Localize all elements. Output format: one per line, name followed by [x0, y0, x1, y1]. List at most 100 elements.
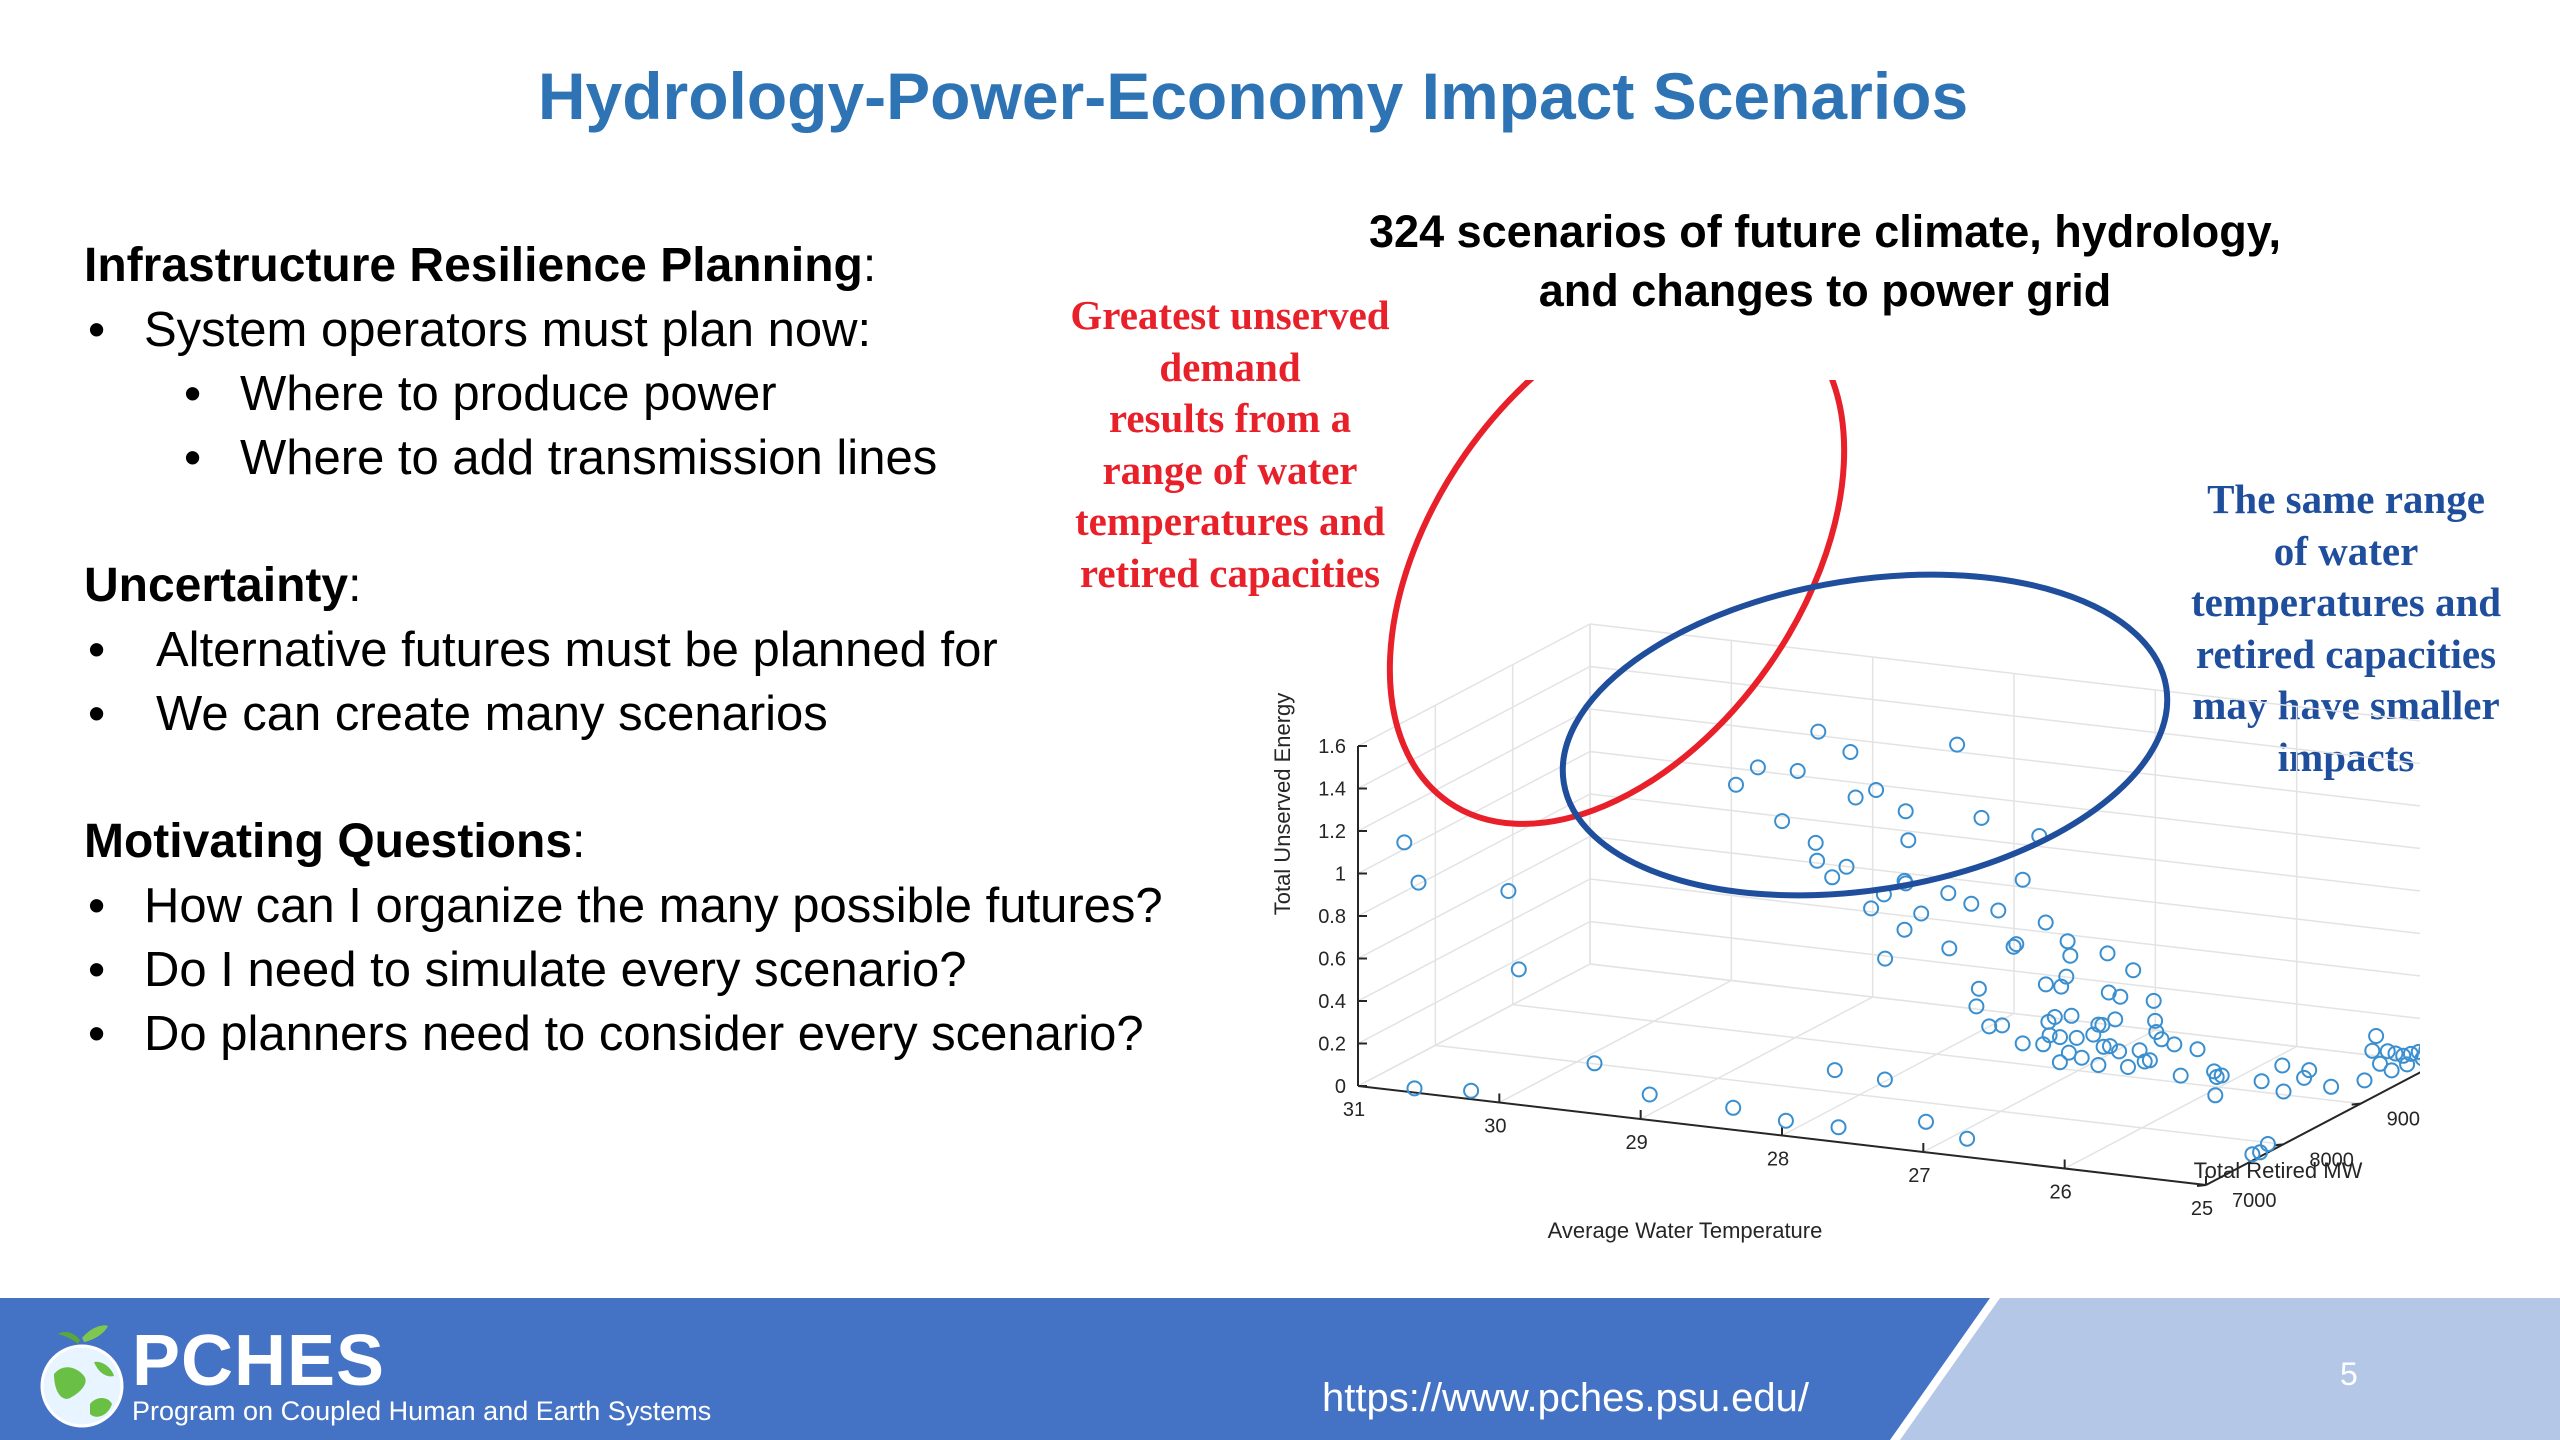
data-point — [2051, 1054, 2068, 1071]
data-point — [2207, 1087, 2224, 1104]
data-point — [2399, 1056, 2416, 1073]
data-point — [2395, 1047, 2412, 1064]
data-point — [1990, 902, 2007, 919]
chart-highlights — [1386, 380, 2171, 899]
data-point — [2035, 1036, 2052, 1053]
grid-line — [1640, 996, 1874, 1120]
data-point — [2364, 1042, 2381, 1059]
section-heading-colon: : — [572, 815, 586, 868]
z-tick-label: 0 — [1335, 1076, 1346, 1098]
data-point — [2147, 1012, 2164, 1029]
chart-labels: 313029282726257000800090001000000.20.40.… — [1270, 693, 2420, 1243]
x-tick-label: 29 — [1626, 1132, 1648, 1154]
data-point — [1728, 776, 1744, 793]
data-point — [1406, 1080, 1423, 1097]
data-point — [1809, 852, 1826, 869]
website-link[interactable]: https://www.pches.psu.edu/ — [1322, 1376, 1809, 1420]
data-point — [1896, 921, 1913, 938]
data-point — [2372, 1055, 2388, 1072]
data-point — [2090, 1057, 2107, 1073]
data-point — [2059, 933, 2076, 950]
z-tick-label: 1.2 — [1318, 821, 1346, 843]
grid-line — [1498, 979, 1732, 1104]
grid-line — [1435, 1044, 2284, 1146]
bullet-item: • Where to add transmission lines — [84, 426, 1284, 490]
slide-title: Hydrology-Power-Economy Impact Scenarios — [537, 59, 1969, 133]
bullet-item: • Alternative futures must be planned for — [84, 618, 1284, 682]
data-point — [2107, 1011, 2124, 1028]
z-tick-label: 1.6 — [1318, 736, 1346, 758]
page-number: 5 — [2340, 1356, 2358, 1392]
data-point — [1789, 763, 1806, 779]
annotation-line: retired capacities — [2195, 630, 2497, 677]
data-point — [2189, 1041, 2206, 1058]
data-point — [2125, 962, 2142, 979]
data-point — [2323, 1078, 2340, 1095]
bullet-content: Infrastructure Resilience Planning: • Syst… — [84, 234, 1284, 1066]
z-tick-label: 0.4 — [1318, 991, 1346, 1013]
data-point — [1586, 1055, 1603, 1072]
footer-band — [0, 1298, 2560, 1440]
bullet-item: • System operators must plan now: — [84, 298, 1284, 362]
section-heading: Infrastructure Resilience Planning: — [84, 234, 1284, 298]
bullet-text: Alternative futures must be planned for — [156, 623, 998, 677]
grid-line — [2064, 1045, 2298, 1170]
data-point — [2102, 1038, 2118, 1055]
annotation-line: impacts — [2277, 733, 2415, 780]
grid-line — [1589, 708, 2420, 807]
annotation-line: retired capacities — [1079, 549, 1381, 596]
data-point — [1868, 782, 1885, 798]
plot-title-line1: 324 scenarios of future climate, hydrolo… — [1369, 206, 2281, 257]
data-point — [2062, 947, 2079, 964]
annotation-line: may have smaller — [2192, 682, 2500, 728]
chart-axes — [1357, 745, 2420, 1187]
grid-line — [1589, 623, 2420, 722]
data-point — [2296, 1069, 2313, 1086]
annotation-line: The same range — [2207, 476, 2485, 522]
data-point — [1510, 961, 1527, 978]
data-point — [2274, 1057, 2291, 1074]
data-point — [2387, 1045, 2404, 1062]
grid-line — [1589, 920, 2420, 1020]
bullet-text: Where to produce power — [240, 367, 777, 421]
y-tick-label: 7000 — [2232, 1190, 2277, 1212]
data-point — [1774, 813, 1791, 830]
data-point — [2063, 1007, 2080, 1024]
grid-line — [1357, 878, 1591, 1002]
data-point — [1900, 832, 1917, 849]
data-point — [2383, 1062, 2400, 1079]
data-point — [2005, 938, 2022, 955]
data-point — [1396, 834, 1413, 851]
data-point — [1981, 1018, 1998, 1035]
grid-line — [1357, 708, 1591, 832]
data-point — [2014, 871, 2031, 888]
bullet-item: • We can create many scenarios — [84, 682, 1284, 746]
data-point — [1463, 1082, 1480, 1099]
data-point — [1940, 885, 1957, 902]
annotation-red: Greatest unserved demand results from a ran… — [1040, 290, 1420, 599]
grid-line — [1781, 1012, 2015, 1137]
grid-line — [1922, 1029, 2156, 1153]
data-point — [1876, 1071, 1893, 1088]
data-point — [1973, 809, 1990, 826]
z-tick-label: 0.8 — [1318, 906, 1346, 928]
data-point — [1725, 1099, 1742, 1116]
bullet-dot-icon: • — [88, 303, 106, 357]
data-point — [1749, 759, 1766, 776]
data-point — [2131, 1042, 2148, 1059]
data-point — [2410, 1043, 2420, 1060]
data-point — [1897, 803, 1914, 820]
y-axis-line — [2205, 1071, 2420, 1186]
data-point — [1863, 900, 1880, 917]
grid-line — [1357, 835, 1591, 960]
data-point — [2275, 1083, 2292, 1100]
x-tick-label: 26 — [2050, 1182, 2072, 1204]
data-point — [2379, 1043, 2396, 1060]
data-point — [2259, 1136, 2276, 1152]
bullet-dot-icon: • — [88, 1007, 106, 1061]
annotation-blue: The same range of water temperatures and re… — [2160, 474, 2532, 783]
z-axis-title: Total Unserved Energy — [1270, 693, 1295, 916]
section-heading-colon: : — [348, 559, 362, 612]
y-tick-label: 8000 — [2309, 1149, 2354, 1171]
